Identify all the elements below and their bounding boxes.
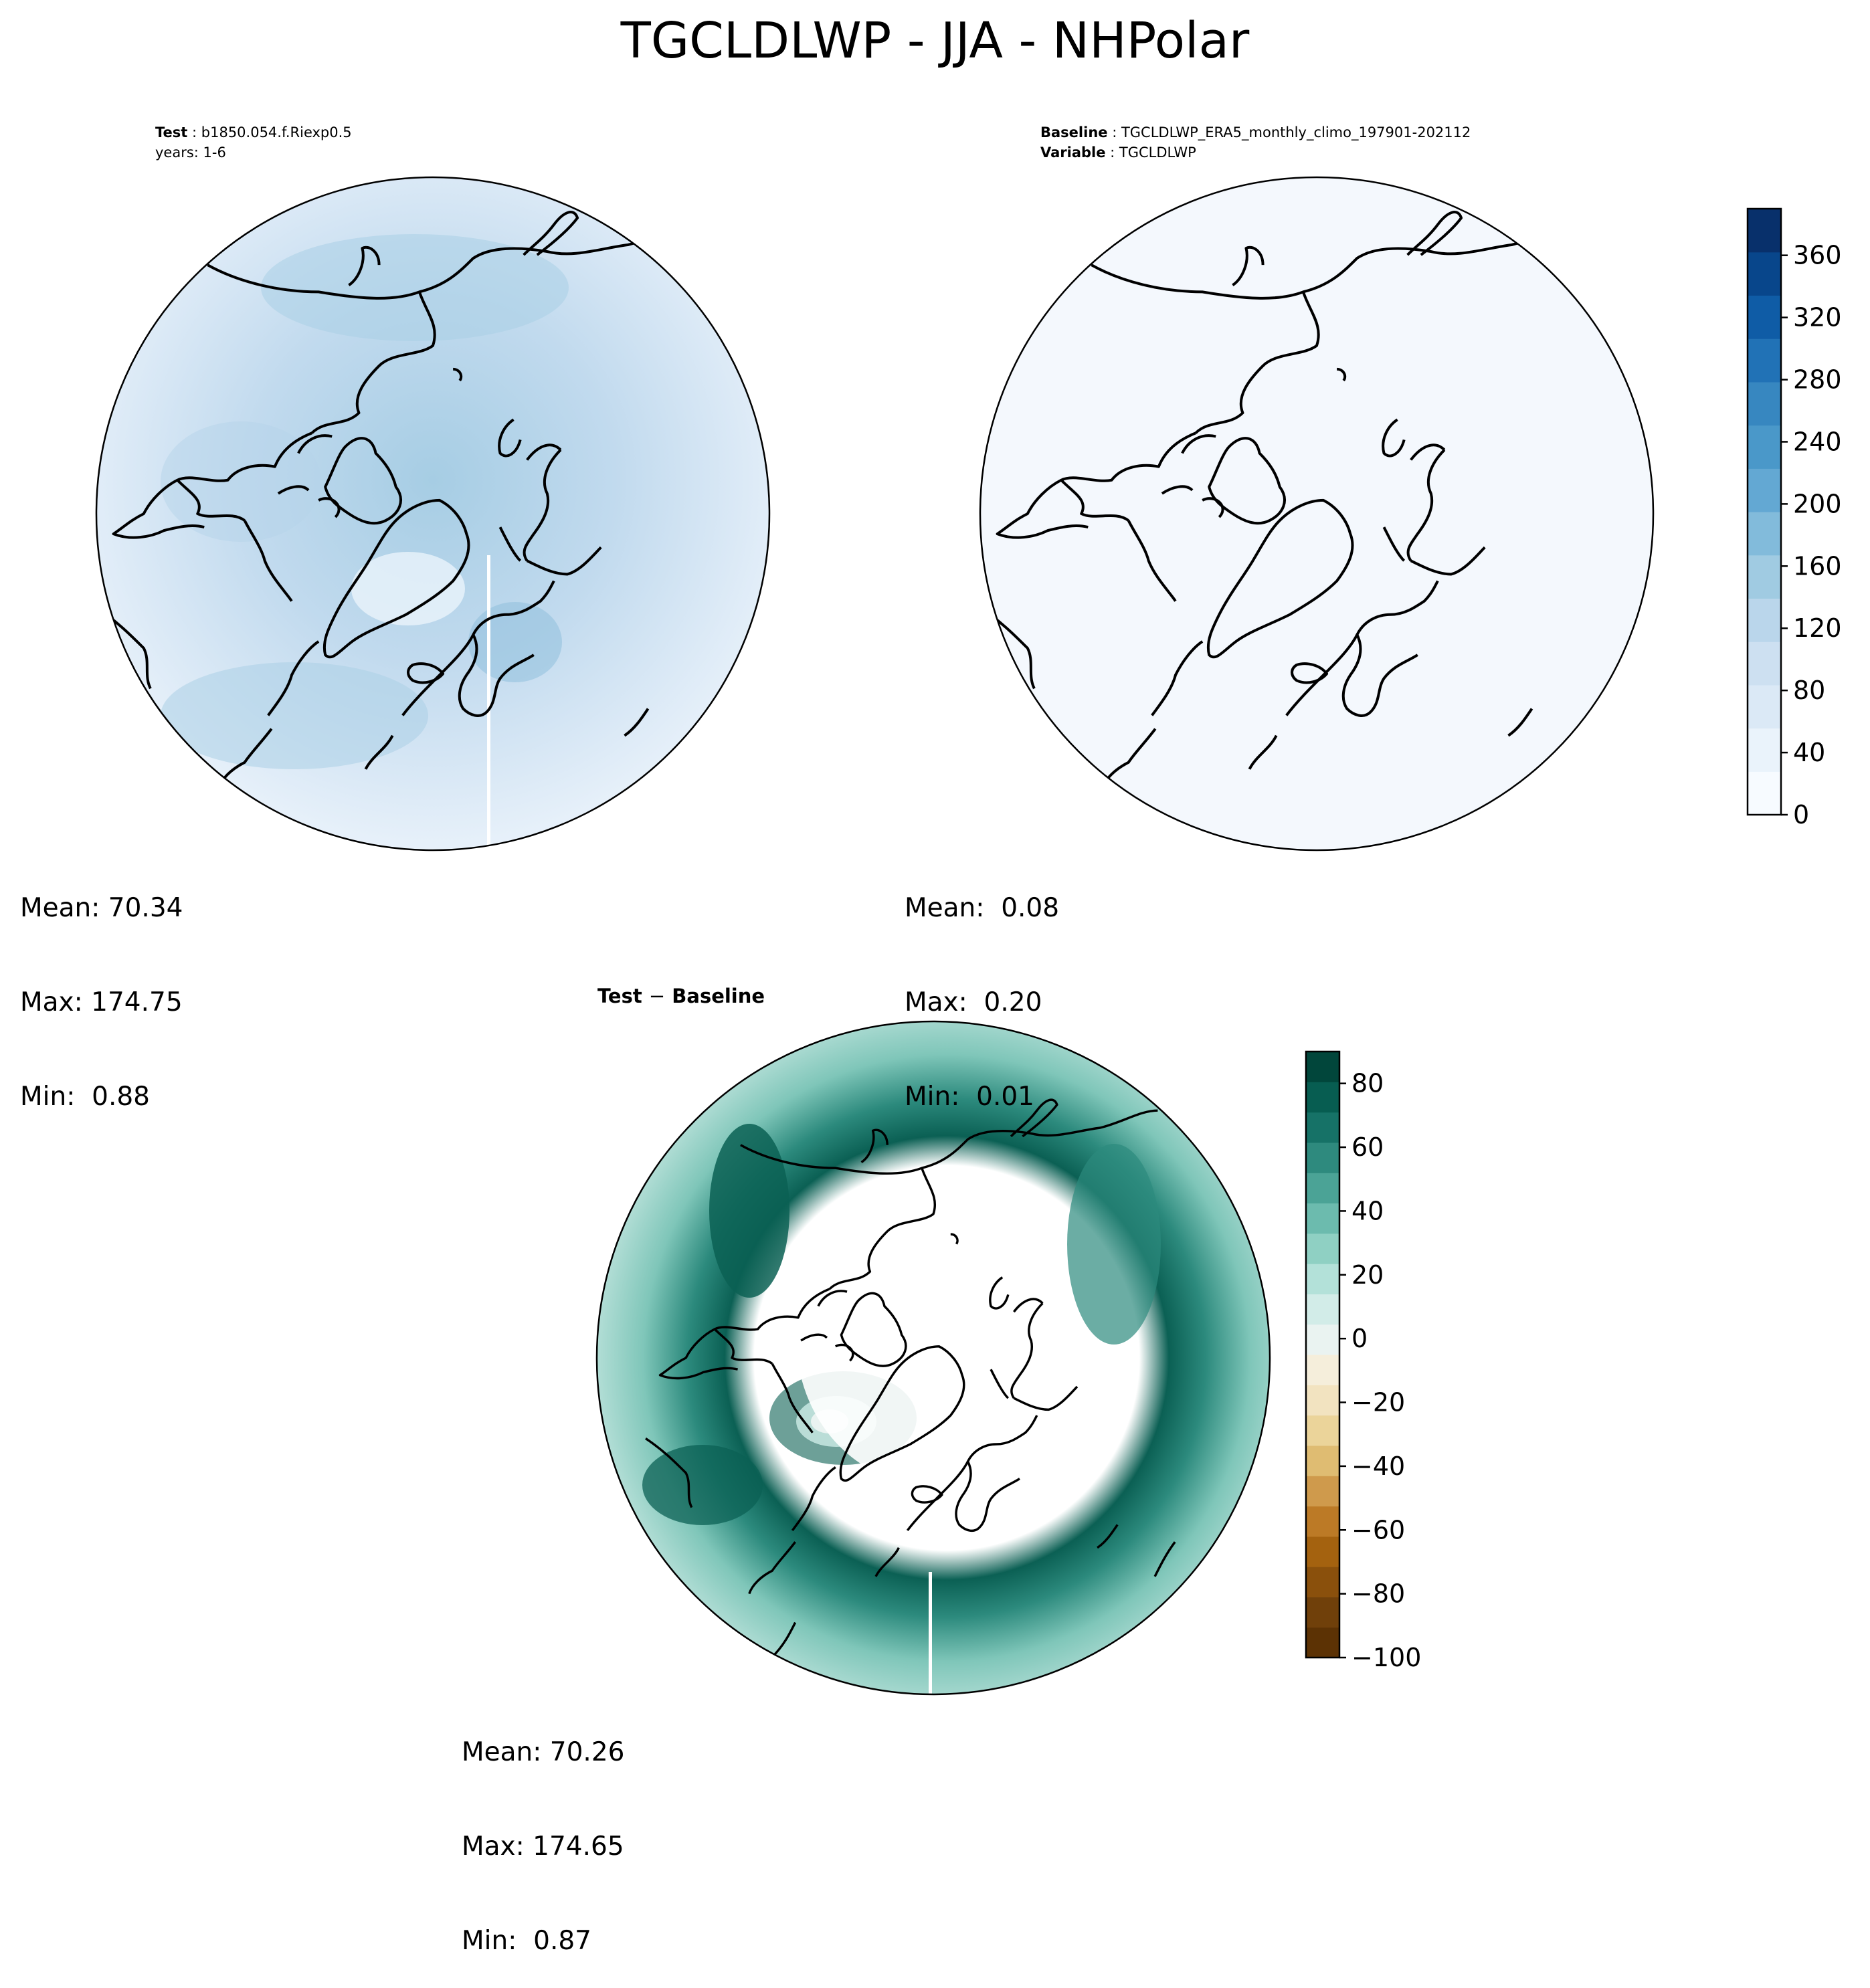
colorbar-diff: −100 −80 −60 −40 −20 0 20 40 60 80 (1305, 1050, 1421, 1672)
diff-title-sep: − (648, 985, 666, 1007)
diff-title-baseline: Baseline (672, 985, 765, 1007)
colorbar-diff-swatch (1306, 1415, 1339, 1446)
colorbar-top-swatch (1748, 425, 1781, 469)
variable-label-key: Variable (1040, 144, 1106, 161)
colorbar-top-swatch (1748, 209, 1781, 253)
test-map (95, 176, 771, 852)
colorbar-top-tick-label: 120 (1793, 613, 1842, 643)
colorbar-diff-swatch (1306, 1597, 1339, 1628)
colorbar-diff-tick-label: −20 (1351, 1388, 1405, 1417)
colorbar-top-swatch (1748, 295, 1781, 339)
colorbar-diff-outline (1305, 1050, 1341, 1659)
colorbar-diff-swatch (1306, 1173, 1339, 1204)
test-panel-header: Test : b1850.054.f.Riexp0.5 years: 1-6 (155, 122, 352, 163)
variable-label-value: TGCLDLWP (1119, 144, 1196, 161)
colorbar-diff-swatch (1306, 1294, 1339, 1325)
baseline-panel-header: Baseline : TGCLDLWP_ERA5_monthly_climo_1… (1040, 124, 1471, 161)
colorbar-top-tick-label: 80 (1793, 676, 1825, 705)
colorbar-diff-tick-label: −100 (1351, 1643, 1421, 1672)
colorbar-diff-swatch (1306, 1385, 1339, 1416)
colorbar-top-tick-label: 320 (1793, 303, 1842, 332)
colorbar-top-swatch (1748, 598, 1781, 642)
colorbar-diff-tick-label: 60 (1351, 1132, 1384, 1162)
colorbar-diff-swatch (1306, 1142, 1339, 1173)
test-max: Max: 174.75 (20, 987, 183, 1017)
test-label-value: b1850.054.f.Riexp0.5 (201, 124, 352, 140)
colorbar-diff-tick-label: 40 (1351, 1196, 1384, 1225)
baseline-mean: Mean: 0.08 (905, 893, 1060, 923)
colorbar-top-swatch (1748, 771, 1781, 815)
colorbar-diff-swatch (1306, 1355, 1339, 1385)
colorbar-diff-swatch (1306, 1324, 1339, 1355)
colorbar-top-swatch (1748, 338, 1781, 383)
diff-stats: Mean: 70.26 Max: 174.65 Min: 0.87 (462, 1674, 624, 1988)
colorbar-diff-swatch (1306, 1445, 1339, 1476)
baseline-max: Max: 0.20 (905, 987, 1042, 1017)
colorbar-top-swatch (1748, 381, 1781, 426)
colorbar-diff-swatch (1306, 1506, 1339, 1537)
colorbar-diff-swatch (1306, 1082, 1339, 1113)
colorbar-diff-swatch (1306, 1627, 1339, 1658)
colorbar-top: 0 40 80 120 160 200 240 280 320 360 (1746, 207, 1842, 829)
colorbar-diff-swatch (1306, 1203, 1339, 1234)
colorbar-top-tick-label: 160 (1793, 551, 1842, 581)
colorbar-top-swatch (1748, 641, 1781, 686)
test-label-key: Test (155, 124, 188, 140)
diff-max: Max: 174.65 (462, 1831, 624, 1862)
figure-title: TGCLDLWP - JJA - NHPolar (620, 12, 1250, 70)
baseline-map (979, 176, 1655, 852)
colorbar-diff-tick-label: 20 (1351, 1260, 1384, 1290)
colorbar-diff-swatch (1306, 1112, 1339, 1143)
colorbar-top-tick-label: 200 (1793, 489, 1842, 518)
baseline-label-key: Baseline (1040, 124, 1108, 140)
colorbar-top-swatch (1748, 512, 1781, 556)
colorbar-top-swatch (1748, 252, 1781, 296)
colorbar-diff-tick-label: 0 (1351, 1324, 1368, 1353)
colorbar-top-tick-label: 280 (1793, 365, 1842, 395)
baseline-min: Min: 0.01 (905, 1082, 1034, 1112)
colorbar-top-swatch (1748, 555, 1781, 599)
colorbar-diff-swatch (1306, 1052, 1339, 1082)
baseline-label-value: TGCLDLWP_ERA5_monthly_climo_197901-20211… (1121, 124, 1471, 140)
diff-map (595, 1020, 1271, 1696)
baseline-stats: Mean: 0.08 Max: 0.20 Min: 0.01 (905, 829, 1059, 1144)
colorbar-diff-tick-label: 80 (1351, 1069, 1384, 1098)
colorbar-top-swatch (1748, 468, 1781, 512)
diff-title-test: Test (597, 985, 642, 1007)
test-stats: Mean: 70.34 Max: 174.75 Min: 0.88 (20, 829, 183, 1144)
test-mean: Mean: 70.34 (20, 893, 183, 923)
colorbar-top-swatch (1748, 684, 1781, 729)
colorbar-diff-tick-label: −80 (1351, 1579, 1405, 1609)
colorbar-diff-swatch (1306, 1264, 1339, 1294)
colorbar-top-tick-label: 240 (1793, 427, 1842, 456)
colorbar-diff-swatch (1306, 1567, 1339, 1597)
colorbar-diff-swatch (1306, 1233, 1339, 1264)
colorbar-diff-tick-label: −40 (1351, 1452, 1405, 1481)
colorbar-top-tick-label: 360 (1793, 241, 1842, 270)
colorbar-top-swatch (1748, 728, 1781, 772)
colorbar-top-outline (1746, 207, 1782, 816)
test-years-label: years: 1-6 (155, 144, 226, 161)
colorbar-diff-swatch (1306, 1536, 1339, 1567)
colorbar-diff-tick-label: −60 (1351, 1515, 1405, 1545)
diff-panel-title: Test − Baseline (597, 985, 765, 1007)
diff-mean: Mean: 70.26 (462, 1737, 625, 1767)
diff-min: Min: 0.87 (462, 1926, 591, 1956)
colorbar-top-tick-label: 0 (1793, 800, 1809, 829)
test-min: Min: 0.88 (20, 1082, 150, 1112)
colorbar-diff-swatch (1306, 1476, 1339, 1507)
colorbar-top-tick-label: 40 (1793, 738, 1825, 767)
